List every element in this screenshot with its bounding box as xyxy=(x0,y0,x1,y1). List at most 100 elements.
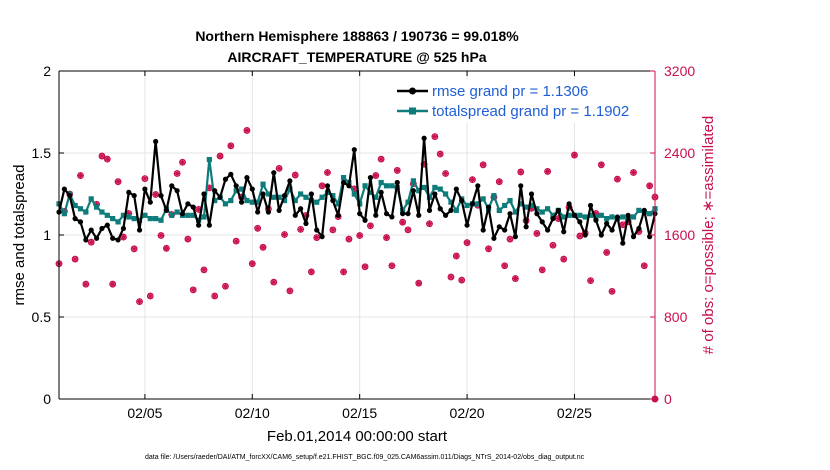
spread-point xyxy=(421,184,427,191)
x-tick-label: 02/05 xyxy=(127,405,162,421)
spread-point xyxy=(222,201,229,207)
rmse-point xyxy=(475,183,481,189)
rmse-point xyxy=(265,209,272,215)
rmse-point xyxy=(190,204,196,210)
obs-assimilated-marker xyxy=(630,169,637,176)
obs-assimilated-marker xyxy=(576,232,584,240)
obs-assimilated-marker xyxy=(635,228,643,235)
spread-point xyxy=(496,207,502,213)
spread-point xyxy=(432,184,438,191)
legend-spread-label: totalspread grand pr = 1.1902 xyxy=(432,103,629,120)
rmse-point xyxy=(582,232,588,238)
spread-point xyxy=(93,204,100,210)
spread-point xyxy=(340,175,347,181)
rmse-point xyxy=(534,211,540,217)
spread-point xyxy=(545,206,551,212)
rmse-point xyxy=(405,211,411,217)
obs-assimilated-marker xyxy=(372,172,380,179)
x-tick-label: 02/10 xyxy=(235,405,270,421)
spread-point xyxy=(61,211,67,217)
spread-point xyxy=(577,212,583,218)
spread-point xyxy=(120,212,127,218)
obs-assimilated-marker xyxy=(377,155,385,163)
obs-assimilated-marker xyxy=(286,287,294,295)
x-axis-label: Feb.01,2014 00:00:00 start xyxy=(267,428,448,445)
y-axis-label-left: rmse and totalspread xyxy=(11,165,28,306)
spread-point xyxy=(502,202,508,209)
rmse-point xyxy=(319,234,325,240)
obs-assimilated-marker xyxy=(281,231,288,238)
rmse-point xyxy=(604,220,610,227)
obs-assimilated-marker xyxy=(345,235,353,243)
obs-assimilated-marker xyxy=(71,255,79,263)
y-tick-label-left: 1 xyxy=(43,227,51,243)
rmse-point xyxy=(577,219,583,225)
rmse-point xyxy=(174,188,180,194)
rmse-point xyxy=(142,186,148,192)
obs-assimilated-marker xyxy=(587,277,594,284)
obs-assimilated-marker xyxy=(222,282,229,290)
obs-assimilated-marker xyxy=(254,225,261,232)
spread-point xyxy=(110,216,116,222)
obs-assimilated-marker xyxy=(463,239,471,246)
spread-point xyxy=(383,183,390,189)
rmse-point xyxy=(550,216,556,222)
spread-point xyxy=(609,214,615,220)
spread-point xyxy=(647,211,653,217)
rmse-point xyxy=(523,224,529,230)
obs-assimilated-marker xyxy=(157,232,165,239)
spread-point xyxy=(115,219,121,225)
rmse-point xyxy=(630,234,637,240)
rmse-point xyxy=(249,186,255,192)
spread-point xyxy=(512,209,518,215)
obs-assimilated-marker xyxy=(388,262,396,270)
spread-point xyxy=(212,197,218,204)
rmse-point xyxy=(528,191,535,197)
x-tick-label: 02/20 xyxy=(450,405,485,421)
spread-point xyxy=(153,216,159,222)
rmse-point xyxy=(389,214,395,220)
obs-assimilated-marker xyxy=(415,279,423,287)
obs-assimilated-marker xyxy=(173,170,181,177)
spread-point xyxy=(292,197,298,204)
spread-point xyxy=(351,191,357,197)
obs-assimilated-marker xyxy=(275,165,283,172)
spread-point xyxy=(142,212,148,218)
rmse-point xyxy=(83,237,89,243)
obs-assimilated-marker xyxy=(227,142,235,150)
rmse-point xyxy=(625,212,631,218)
legend-rmse-marker xyxy=(409,87,416,95)
rmse-point xyxy=(93,235,100,241)
spread-point xyxy=(276,194,282,200)
rmse-point xyxy=(442,212,449,218)
rmse-point xyxy=(448,207,454,213)
obs-assimilated-marker xyxy=(361,263,369,271)
rmse-point xyxy=(255,209,261,215)
spread-point xyxy=(190,212,196,218)
y-tick-label-right: 1600 xyxy=(664,227,695,243)
obs-assimilated-marker xyxy=(87,238,95,246)
spread-point xyxy=(271,194,277,200)
rmse-point xyxy=(539,219,545,225)
spread-point xyxy=(518,201,524,207)
obs-assimilated-marker xyxy=(206,184,213,192)
obs-assimilated-marker xyxy=(646,182,653,190)
rmse-point xyxy=(88,227,94,233)
rmse-point xyxy=(416,212,422,218)
spread-point xyxy=(136,217,143,223)
rmse-point xyxy=(238,199,245,205)
obs-assimilated-marker xyxy=(469,176,476,183)
obs-assimilated-marker xyxy=(528,205,535,212)
rmse-series xyxy=(56,135,658,246)
rmse-point xyxy=(378,189,384,195)
obs-assimilated-marker xyxy=(431,133,439,140)
rmse-point xyxy=(507,211,513,217)
spread-point xyxy=(362,183,368,189)
obs-assimilated-marker xyxy=(442,170,449,177)
obs-assimilated-marker xyxy=(77,172,84,179)
rmse-point xyxy=(308,191,314,197)
obs-assimilated-marker xyxy=(453,252,460,260)
y-tick-label-left: 2 xyxy=(43,63,51,79)
obs-assimilated-marker xyxy=(495,178,503,185)
legend: rmse grand pr = 1.1306 totalspread grand… xyxy=(395,79,645,123)
